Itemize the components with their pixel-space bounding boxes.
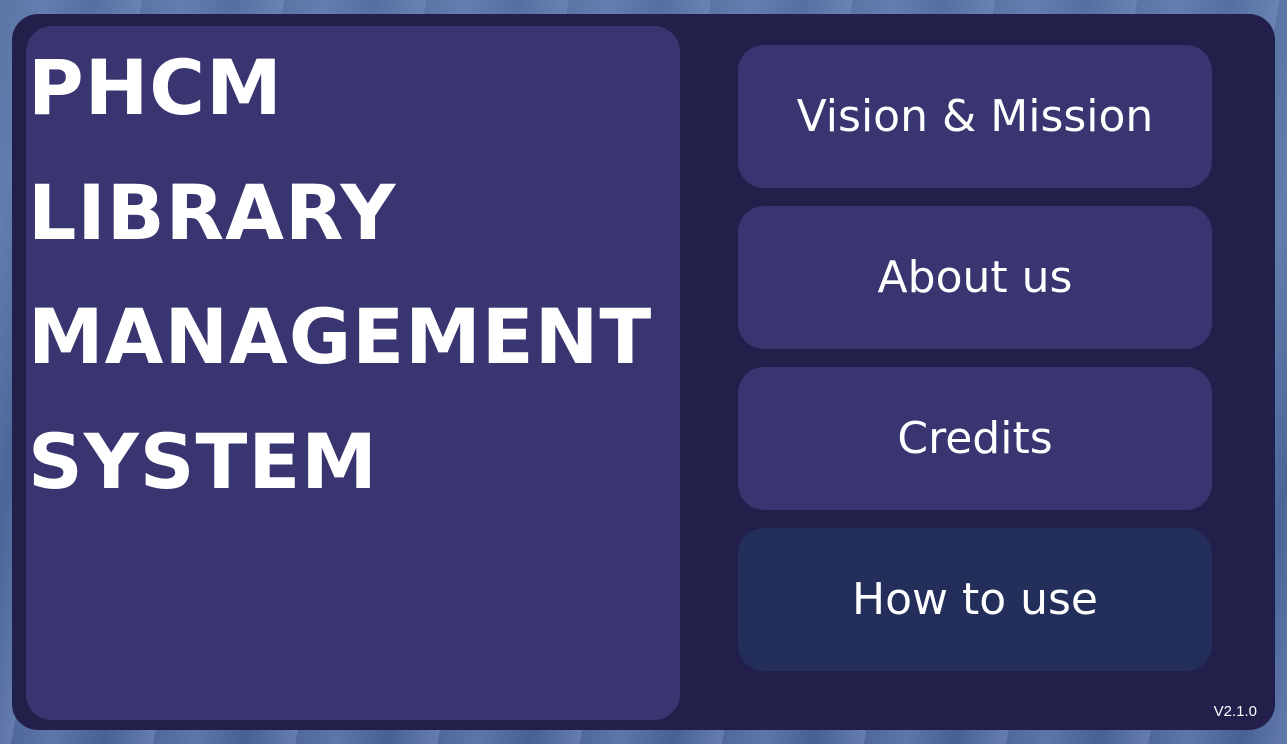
credits-button[interactable]: Credits <box>738 367 1212 510</box>
how-to-use-label: How to use <box>851 574 1099 625</box>
app-title-line-2: LIBRARY <box>28 168 397 257</box>
app-title-line-4: SYSTEM <box>28 417 378 506</box>
about-us-button[interactable]: About us <box>738 206 1212 349</box>
version-label: V2.1.0 <box>1213 703 1257 720</box>
about-us-label: About us <box>877 252 1073 303</box>
title-card: PHCM LIBRARY MANAGEMENT SYSTEM <box>26 26 680 720</box>
vision-mission-button[interactable]: Vision & Mission <box>738 45 1212 188</box>
vision-mission-label: Vision & Mission <box>796 91 1154 142</box>
credits-label: Credits <box>897 413 1053 464</box>
app-title-line-3: MANAGEMENT <box>28 292 653 381</box>
app-title-line-1: PHCM <box>28 43 283 132</box>
how-to-use-button[interactable]: How to use <box>738 528 1212 671</box>
main-panel: PHCM LIBRARY MANAGEMENT SYSTEM Vision & … <box>12 14 1275 730</box>
